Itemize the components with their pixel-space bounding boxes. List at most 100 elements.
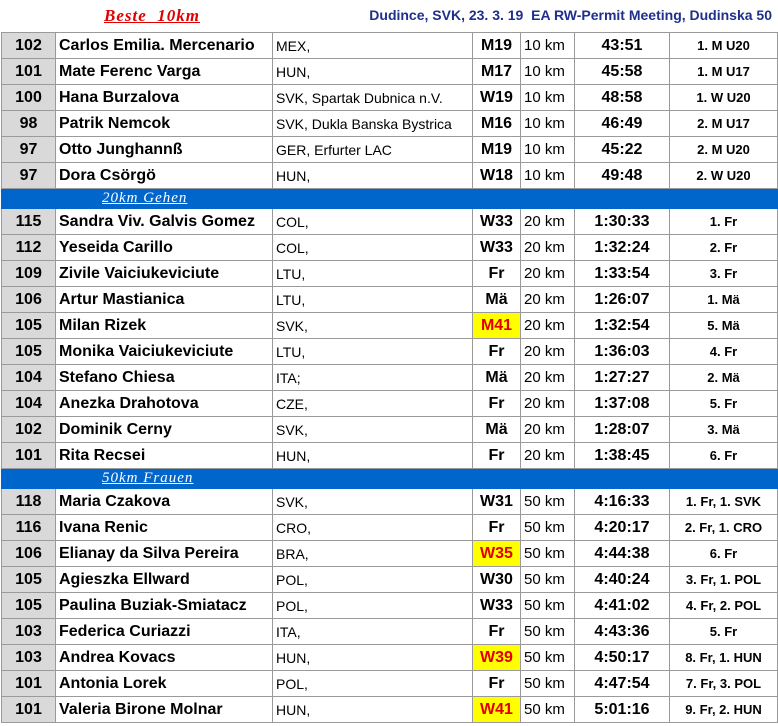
athlete-name: Elianay da Silva Pereira bbox=[55, 540, 273, 567]
placement: 7. Fr, 3. POL bbox=[669, 670, 778, 697]
age-category: Fr bbox=[472, 618, 521, 645]
placement: 1. M U20 bbox=[669, 32, 778, 59]
finish-time: 46:49 bbox=[574, 110, 670, 137]
athlete-name: Artur Mastianica bbox=[55, 286, 273, 313]
age-category: Mä bbox=[472, 364, 521, 391]
country-club: POL, bbox=[272, 670, 473, 697]
distance: 20 km bbox=[520, 338, 575, 365]
age-category: W33 bbox=[472, 208, 521, 235]
athlete-name: Yeseida Carillo bbox=[55, 234, 273, 261]
athlete-name: Rita Recsei bbox=[55, 442, 273, 469]
distance: 20 km bbox=[520, 286, 575, 313]
table-row: 101 Mate Ferenc Varga HUN, M17 10 km 45:58 1. … bbox=[1, 58, 778, 85]
country-club: SVK, bbox=[272, 488, 473, 515]
distance: 20 km bbox=[520, 364, 575, 391]
athlete-name: Anezka Drahotova bbox=[55, 390, 273, 417]
table-row: 98 Patrik Nemcok SVK, Dukla Banska Bystric… bbox=[1, 110, 778, 137]
distance: 50 km bbox=[520, 488, 575, 515]
finish-time: 4:43:36 bbox=[574, 618, 670, 645]
age-category: Fr bbox=[472, 670, 521, 697]
distance: 10 km bbox=[520, 162, 575, 189]
age-category: Mä bbox=[472, 286, 521, 313]
table-row: 105 Milan Rizek SVK, M41 20 km 1:32:54 5. Mä bbox=[1, 312, 778, 339]
age-category: Fr bbox=[472, 514, 521, 541]
placement: 1. W U20 bbox=[669, 84, 778, 111]
country-club: LTU, bbox=[272, 338, 473, 365]
start-number: 105 bbox=[1, 338, 56, 365]
age-category: W31 bbox=[472, 488, 521, 515]
table-row: 97 Dora Csörgö HUN, W18 10 km 49:48 2. W U20 bbox=[1, 162, 778, 189]
table-row: 104 Stefano Chiesa ITA; Mä 20 km 1:27:27 2. Mä bbox=[1, 364, 778, 391]
finish-time: 4:50:17 bbox=[574, 644, 670, 671]
athlete-name: Agieszka Ellward bbox=[55, 566, 273, 593]
table-row: 102 Carlos Emilia. Mercenario MEX, M19 10 km… bbox=[1, 32, 778, 59]
athlete-name: Otto Junghannß bbox=[55, 136, 273, 163]
athlete-name: Ivana Renic bbox=[55, 514, 273, 541]
table-row: 109 Zivile Vaiciukeviciute LTU, Fr 20 km 1:33… bbox=[1, 260, 778, 287]
distance: 20 km bbox=[520, 390, 575, 417]
country-club: POL, bbox=[272, 566, 473, 593]
placement: 1. Mä bbox=[669, 286, 778, 313]
country-club: LTU, bbox=[272, 260, 473, 287]
finish-time: 4:20:17 bbox=[574, 514, 670, 541]
placement: 2. M U17 bbox=[669, 110, 778, 137]
start-number: 100 bbox=[1, 84, 56, 111]
placement: 3. Fr bbox=[669, 260, 778, 287]
distance: 10 km bbox=[520, 136, 575, 163]
distance: 10 km bbox=[520, 32, 575, 59]
section-cell: 20km Gehen bbox=[1, 188, 778, 209]
table-row: 112 Yeseida Carillo COL, W33 20 km 1:32:24 2. … bbox=[1, 234, 778, 261]
start-number: 97 bbox=[1, 162, 56, 189]
table-row: 100 Hana Burzalova SVK, Spartak Dubnica n.… bbox=[1, 84, 778, 111]
table-row: 116 Ivana Renic CRO, Fr 50 km 4:20:17 2. Fr, 1… bbox=[1, 514, 778, 541]
country-club: SVK, Dukla Banska Bystrica bbox=[272, 110, 473, 137]
finish-time: 4:40:24 bbox=[574, 566, 670, 593]
age-category: W41 bbox=[472, 696, 521, 723]
start-number: 103 bbox=[1, 644, 56, 671]
placement: 8. Fr, 1. HUN bbox=[669, 644, 778, 671]
athlete-name: Milan Rizek bbox=[55, 312, 273, 339]
placement: 1. M U17 bbox=[669, 58, 778, 85]
country-club: CZE, bbox=[272, 390, 473, 417]
start-number: 97 bbox=[1, 136, 56, 163]
placement: 9. Fr, 2. HUN bbox=[669, 696, 778, 723]
start-number: 105 bbox=[1, 312, 56, 339]
placement: 4. Fr, 2. POL bbox=[669, 592, 778, 619]
country-club: LTU, bbox=[272, 286, 473, 313]
age-category: M19 bbox=[472, 136, 521, 163]
athlete-name: Federica Curiazzi bbox=[55, 618, 273, 645]
distance: 10 km bbox=[520, 110, 575, 137]
table-row: 104 Anezka Drahotova CZE, Fr 20 km 1:37:08 5. … bbox=[1, 390, 778, 417]
distance: 20 km bbox=[520, 260, 575, 287]
placement: 2. Fr, 1. CRO bbox=[669, 514, 778, 541]
country-club: ITA, bbox=[272, 618, 473, 645]
finish-time: 48:58 bbox=[574, 84, 670, 111]
table-row: 105 Agieszka Ellward POL, W30 50 km 4:40:24 3.… bbox=[1, 566, 778, 593]
country-club: GER, Erfurter LAC bbox=[272, 136, 473, 163]
start-number: 104 bbox=[1, 364, 56, 391]
placement: 3. Fr, 1. POL bbox=[669, 566, 778, 593]
placement: 6. Fr bbox=[669, 540, 778, 567]
table-row: 102 Dominik Cerny SVK, Mä 20 km 1:28:07 3. Mä bbox=[1, 416, 778, 443]
age-category: M41 bbox=[472, 312, 521, 339]
age-category: W30 bbox=[472, 566, 521, 593]
start-number: 101 bbox=[1, 442, 56, 469]
placement: 2. Fr bbox=[669, 234, 778, 261]
country-club: HUN, bbox=[272, 162, 473, 189]
athlete-name: Mate Ferenc Varga bbox=[55, 58, 273, 85]
finish-time: 1:32:24 bbox=[574, 234, 670, 261]
finish-time: 1:26:07 bbox=[574, 286, 670, 313]
athlete-name: Patrik Nemcok bbox=[55, 110, 273, 137]
sheet-title: Beste 10km bbox=[104, 6, 200, 25]
athlete-name: Valeria Birone Molnar bbox=[55, 696, 273, 723]
athlete-name: Maria Czakova bbox=[55, 488, 273, 515]
country-club: SVK, bbox=[272, 312, 473, 339]
age-category: M19 bbox=[472, 32, 521, 59]
athlete-name: Stefano Chiesa bbox=[55, 364, 273, 391]
distance: 20 km bbox=[520, 442, 575, 469]
start-number: 102 bbox=[1, 416, 56, 443]
finish-time: 4:41:02 bbox=[574, 592, 670, 619]
table-row: 103 Federica Curiazzi ITA, Fr 50 km 4:43:36 5.… bbox=[1, 618, 778, 645]
age-category: M17 bbox=[472, 58, 521, 85]
start-number: 101 bbox=[1, 696, 56, 723]
